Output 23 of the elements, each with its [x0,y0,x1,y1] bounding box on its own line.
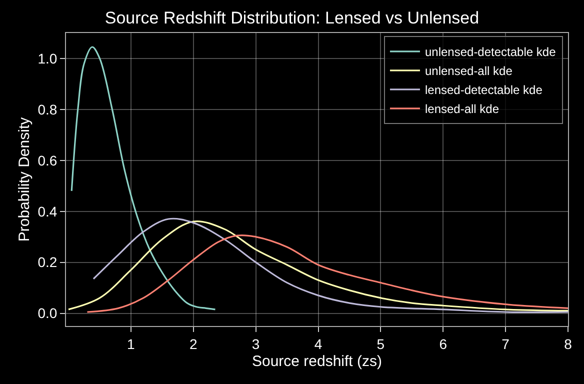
y-tick-label: 0.0 [38,305,58,322]
x-tick-label: 3 [252,336,260,352]
y-tick-label: 1.0 [38,50,58,66]
y-tick-label: 0.4 [38,203,58,220]
legend-label: lensed-detectable kde [424,83,543,98]
legend-label: unlensed-detectable kde [424,45,556,60]
line-series [86,234,568,313]
legend-label: lensed-all kde [424,102,500,116]
x-tick-label: 8 [564,336,572,352]
y-axis-title: Probability Density [16,116,33,242]
y-tick-label: 0.8 [38,101,58,118]
x-tick-label: 4 [314,336,322,352]
x-tick-label: 6 [439,336,448,352]
y-tick-label: 0.2 [38,254,58,270]
legend-label: unlensed-all kde [424,64,513,78]
line-series [70,46,216,310]
x-tick-label: 5 [376,336,385,352]
x-tick-label: 2 [189,336,198,352]
x-tick-label: 1 [127,336,136,352]
x-axis-title: Source redshift (zs) [252,352,382,370]
x-tick-label: 7 [502,336,510,352]
chart-title: Source Redshift Distribution: Lensed vs Unlensed [104,8,480,28]
y-tick-label: 0.6 [38,152,58,168]
